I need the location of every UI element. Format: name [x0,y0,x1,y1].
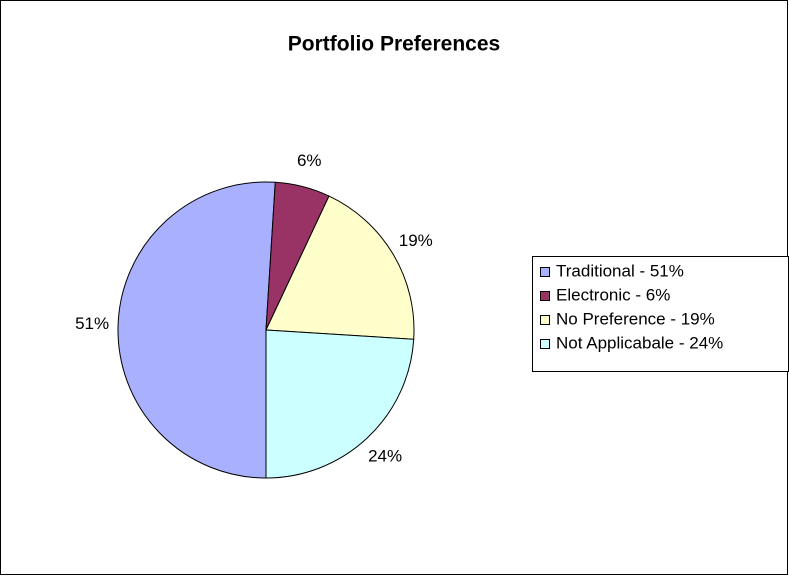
pie-slice [265,195,415,340]
legend-swatch [540,315,550,325]
legend-swatch [540,267,550,277]
legend-swatch [540,339,550,349]
legend-label: Electronic - 6% [556,285,670,304]
legend-label: Not Applicabale - 24% [556,333,723,352]
data-label: 19% [399,231,433,250]
legend-label: No Preference - 19% [556,309,715,328]
legend-label: Traditional - 51% [556,261,684,280]
pie-slice [117,181,276,479]
data-label: 6% [297,151,322,170]
chart-title: Portfolio Preferences [288,33,500,56]
legend-box [532,256,789,372]
data-label: 24% [368,446,402,465]
legend-swatch [540,291,550,301]
data-label: 51% [75,314,109,333]
pie-slice [265,329,415,479]
